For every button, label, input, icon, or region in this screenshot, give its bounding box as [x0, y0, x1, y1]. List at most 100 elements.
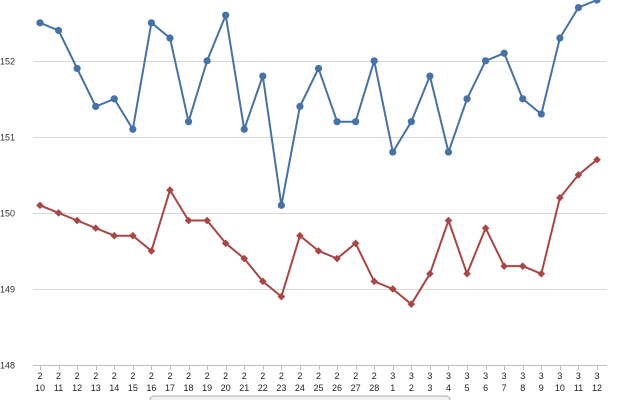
- x-tick-label-top: 2: [186, 371, 191, 381]
- y-tick-label: 148: [0, 361, 15, 371]
- data-point[interactable]: [36, 19, 44, 27]
- data-point[interactable]: [259, 72, 267, 80]
- horizontal-scrollbar[interactable]: [149, 395, 451, 400]
- data-point[interactable]: [426, 72, 434, 80]
- x-tick-label-bottom: 3: [427, 383, 432, 393]
- data-point[interactable]: [500, 49, 508, 57]
- data-point[interactable]: [222, 11, 230, 19]
- x-tick-label-top: 2: [205, 371, 210, 381]
- data-point[interactable]: [500, 262, 508, 270]
- data-point[interactable]: [147, 19, 155, 27]
- data-point[interactable]: [203, 216, 211, 225]
- data-point[interactable]: [351, 239, 360, 248]
- data-point[interactable]: [314, 247, 323, 255]
- data-point[interactable]: [296, 102, 304, 111]
- data-point[interactable]: [277, 292, 286, 301]
- x-tick-label-top: 2: [279, 371, 284, 381]
- y-tick-label: 149: [0, 285, 15, 295]
- data-point[interactable]: [519, 95, 527, 103]
- x-tick-label-top: 2: [56, 371, 61, 381]
- x-tick-label-bottom: 25: [313, 383, 323, 393]
- data-point[interactable]: [73, 64, 81, 73]
- x-tick-label-bottom: 16: [146, 383, 156, 393]
- data-point[interactable]: [574, 171, 583, 179]
- data-point[interactable]: [259, 277, 267, 286]
- x-tick-label-bottom: 14: [109, 383, 119, 393]
- x-tick-label-bottom: 7: [502, 383, 507, 393]
- x-tick-label-bottom: 4: [446, 383, 451, 393]
- x-tick-label-bottom: 19: [202, 383, 212, 393]
- data-point[interactable]: [314, 64, 323, 73]
- data-point[interactable]: [221, 239, 230, 248]
- data-point[interactable]: [537, 110, 545, 118]
- x-tick-label-top: 2: [372, 371, 377, 381]
- x-tick-label-top: 3: [465, 371, 470, 381]
- x-tick-label-bottom: 11: [574, 383, 583, 393]
- data-point[interactable]: [370, 57, 378, 65]
- data-point[interactable]: [91, 224, 100, 232]
- x-tick-label-bottom: 21: [239, 383, 249, 393]
- data-point[interactable]: [537, 269, 546, 278]
- x-tick-label-top: 3: [502, 371, 507, 381]
- x-tick-label-bottom: 15: [128, 383, 138, 393]
- y-tick-label: 151: [0, 133, 15, 143]
- data-point[interactable]: [277, 201, 285, 209]
- x-tick-label-top: 3: [409, 371, 414, 381]
- data-point[interactable]: [240, 254, 249, 263]
- data-point[interactable]: [444, 148, 453, 156]
- data-point[interactable]: [407, 300, 416, 308]
- x-tick-label-bottom: 22: [258, 383, 268, 393]
- data-point[interactable]: [110, 95, 118, 103]
- data-point[interactable]: [574, 4, 583, 12]
- data-point[interactable]: [36, 201, 44, 210]
- data-point[interactable]: [110, 231, 119, 240]
- data-point[interactable]: [481, 224, 490, 232]
- data-point[interactable]: [73, 216, 81, 225]
- data-point[interactable]: [593, 0, 601, 4]
- x-tick-label-top: 2: [353, 371, 358, 381]
- x-tick-label-top: 2: [260, 371, 265, 381]
- x-axis: 2102112122132142152162172182192202212222…: [35, 365, 602, 393]
- data-point[interactable]: [407, 118, 415, 126]
- data-point[interactable]: [388, 285, 397, 293]
- x-tick-label-bottom: 11: [54, 383, 63, 393]
- x-tick-label-bottom: 6: [483, 383, 488, 393]
- data-point[interactable]: [333, 254, 341, 263]
- data-point[interactable]: [54, 209, 63, 217]
- data-point[interactable]: [389, 148, 397, 156]
- data-point[interactable]: [92, 102, 100, 111]
- x-tick-label-top: 3: [576, 371, 581, 381]
- data-point[interactable]: [296, 231, 304, 240]
- data-point[interactable]: [352, 118, 360, 126]
- data-point[interactable]: [426, 269, 434, 278]
- x-tick-label-bottom: 17: [165, 383, 175, 393]
- data-point[interactable]: [370, 277, 378, 286]
- x-tick-label-top: 2: [93, 371, 98, 381]
- plot-area: [36, 0, 601, 308]
- x-tick-label-bottom: 2: [409, 383, 414, 393]
- data-point[interactable]: [203, 57, 211, 65]
- x-tick-label-top: 3: [539, 371, 544, 381]
- data-point[interactable]: [482, 57, 490, 65]
- data-point[interactable]: [593, 155, 601, 164]
- data-point[interactable]: [333, 118, 341, 126]
- data-point[interactable]: [556, 193, 564, 202]
- data-point[interactable]: [54, 26, 63, 35]
- x-tick-label-top: 3: [594, 371, 599, 381]
- data-point[interactable]: [240, 125, 248, 133]
- data-point[interactable]: [166, 186, 174, 194]
- data-point[interactable]: [463, 95, 471, 103]
- data-point[interactable]: [556, 34, 564, 42]
- data-point[interactable]: [129, 231, 137, 240]
- data-point[interactable]: [518, 262, 527, 270]
- x-tick-label-bottom: 10: [35, 383, 45, 393]
- data-point[interactable]: [444, 216, 453, 225]
- data-point[interactable]: [184, 118, 193, 126]
- data-point[interactable]: [166, 34, 174, 42]
- x-tick-label-bottom: 10: [555, 383, 565, 393]
- x-tick-label-top: 2: [167, 371, 172, 381]
- data-point[interactable]: [147, 247, 156, 255]
- data-point[interactable]: [463, 269, 471, 278]
- data-point[interactable]: [129, 125, 137, 133]
- data-point[interactable]: [184, 216, 193, 225]
